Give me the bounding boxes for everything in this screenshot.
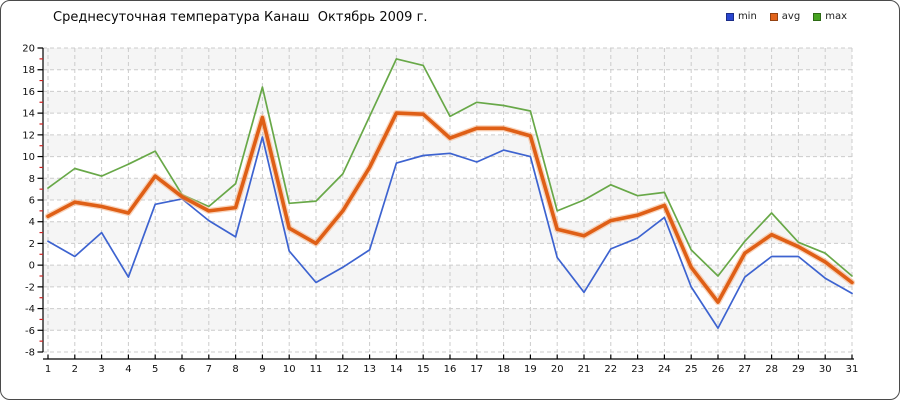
svg-text:11: 11 xyxy=(310,364,323,375)
svg-text:20: 20 xyxy=(22,44,35,55)
svg-text:23: 23 xyxy=(631,364,644,375)
svg-text:-4: -4 xyxy=(25,304,35,315)
svg-text:7: 7 xyxy=(206,364,212,375)
svg-text:14: 14 xyxy=(22,109,35,120)
svg-text:20: 20 xyxy=(551,364,564,375)
svg-text:31: 31 xyxy=(846,364,859,375)
svg-text:26: 26 xyxy=(712,364,725,375)
svg-text:8: 8 xyxy=(29,174,35,185)
x-tick-labels: 1 2 3 4 5 6 7 8 9 10 11 12 13 14 15 16 17 18 19 20 21 22 23 24 2… xyxy=(45,364,859,375)
legend: min avg max xyxy=(725,11,847,22)
svg-text:0: 0 xyxy=(29,261,35,272)
svg-text:12: 12 xyxy=(22,130,35,141)
svg-text:-8: -8 xyxy=(25,348,35,359)
svg-text:3: 3 xyxy=(98,364,104,375)
svg-text:1: 1 xyxy=(45,364,51,375)
svg-text:17: 17 xyxy=(470,364,483,375)
svg-text:27: 27 xyxy=(738,364,751,375)
svg-text:8: 8 xyxy=(232,364,238,375)
svg-text:14: 14 xyxy=(390,364,403,375)
svg-text:21: 21 xyxy=(578,364,591,375)
legend-item-min[interactable]: min xyxy=(725,11,757,22)
svg-text:22: 22 xyxy=(604,364,617,375)
svg-text:2: 2 xyxy=(72,364,78,375)
svg-text:16: 16 xyxy=(22,87,35,98)
legend-item-max[interactable]: max xyxy=(813,12,847,22)
svg-text:10: 10 xyxy=(22,152,35,163)
svg-text:9: 9 xyxy=(259,364,265,375)
svg-text:18: 18 xyxy=(22,65,35,76)
legend-swatch-max xyxy=(813,13,822,21)
svg-text:-6: -6 xyxy=(25,326,35,337)
svg-text:12: 12 xyxy=(336,364,349,375)
legend-label-avg: avg xyxy=(781,11,801,22)
legend-swatch-min xyxy=(725,13,734,21)
svg-text:4: 4 xyxy=(125,364,131,375)
legend-label-max: max xyxy=(825,11,847,22)
plot-bands xyxy=(43,48,852,331)
svg-text:30: 30 xyxy=(819,364,832,375)
svg-text:25: 25 xyxy=(685,364,698,375)
chart-title: Среднесуточная температура Канаш Октябрь… xyxy=(53,10,428,25)
svg-text:18: 18 xyxy=(497,364,510,375)
svg-text:6: 6 xyxy=(29,196,35,207)
svg-text:4: 4 xyxy=(29,217,35,228)
svg-text:16: 16 xyxy=(444,364,457,375)
legend-item-avg[interactable]: avg xyxy=(769,11,801,22)
x-axis xyxy=(43,354,854,360)
svg-text:6: 6 xyxy=(179,364,185,375)
legend-label-min: min xyxy=(737,11,757,22)
svg-text:2: 2 xyxy=(29,239,35,250)
svg-text:5: 5 xyxy=(152,364,158,375)
svg-text:-2: -2 xyxy=(25,282,35,293)
y-axis xyxy=(37,47,44,353)
legend-swatch-avg xyxy=(769,13,778,21)
svg-text:15: 15 xyxy=(417,364,430,375)
svg-text:28: 28 xyxy=(765,364,778,375)
svg-text:13: 13 xyxy=(363,364,376,375)
svg-text:10: 10 xyxy=(283,364,296,375)
series-line-avg xyxy=(46,111,854,304)
svg-text:24: 24 xyxy=(658,364,671,375)
svg-text:29: 29 xyxy=(792,364,805,375)
svg-text:19: 19 xyxy=(524,364,537,375)
